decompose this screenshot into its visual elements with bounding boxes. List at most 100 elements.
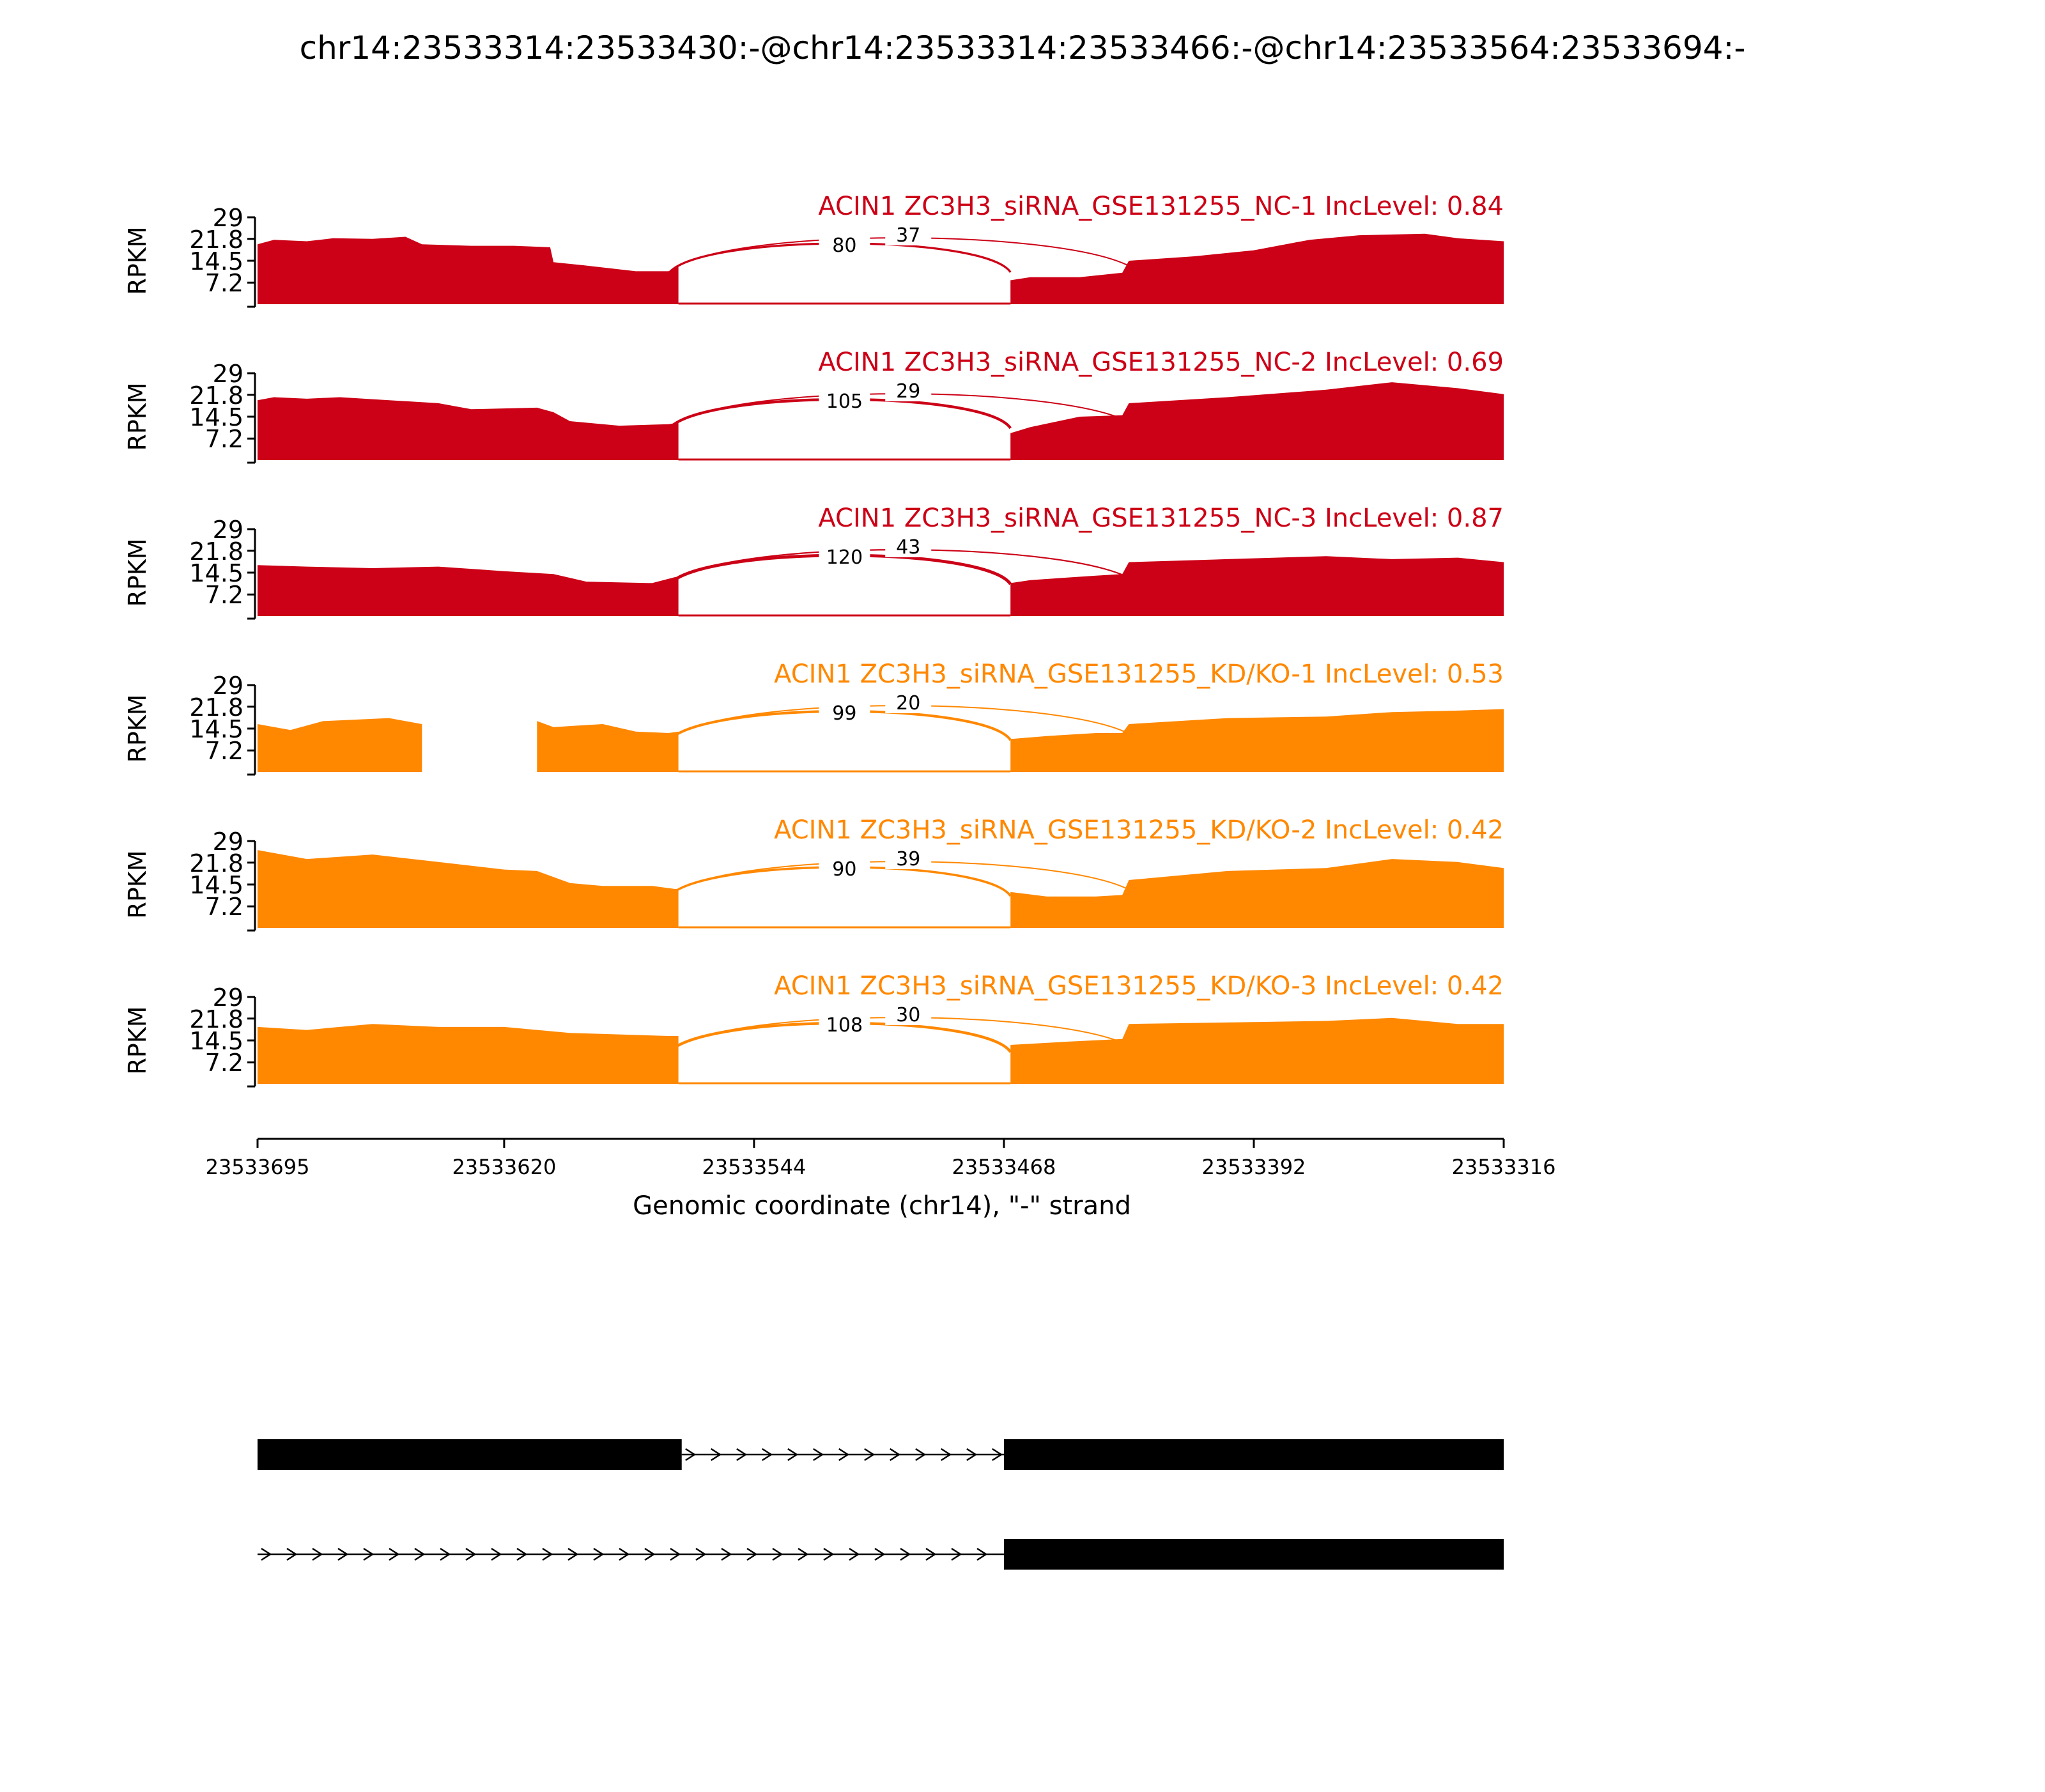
- y-tick-label: 7.2: [205, 269, 243, 297]
- junction-label-bg: [819, 1014, 870, 1037]
- sample-panel: 105 29 ACIN1 ZC3H3_siRNA_GSE131255_NC-2 In…: [123, 348, 1504, 464]
- strand-chevron: [711, 1448, 722, 1462]
- y-tick-label: 7.2: [205, 737, 243, 765]
- strand-chevron: [593, 1547, 605, 1561]
- y-axis-label: RPKM: [123, 382, 151, 451]
- strand-chevron: [864, 1448, 876, 1462]
- strand-chevron: [516, 1547, 528, 1561]
- transcript-model: [258, 1539, 1504, 1570]
- y-tick-label: 7.2: [205, 425, 243, 453]
- coverage-area: [258, 233, 1504, 304]
- strand-chevron: [966, 1448, 978, 1462]
- x-tick-label: 23533468: [952, 1155, 1056, 1179]
- junction-count-label: 29: [896, 380, 920, 403]
- y-tick-label: 14.5: [189, 871, 243, 899]
- y-tick-label: 7.2: [205, 1049, 243, 1077]
- strand-chevron: [890, 1448, 901, 1462]
- junction-count-label: 37: [896, 224, 920, 247]
- x-tick-label: 23533620: [452, 1155, 556, 1179]
- junction-label-bg: [885, 691, 932, 713]
- exon-block: [258, 1439, 682, 1470]
- sample-panel: 108 30 ACIN1 ZC3H3_siRNA_GSE131255_KD/KO-3…: [123, 971, 1504, 1088]
- strand-chevron: [312, 1547, 323, 1561]
- strand-chevron: [746, 1547, 758, 1561]
- junction-label-bg: [819, 858, 870, 881]
- exon-block: [1003, 1439, 1504, 1470]
- y-tick-label: 29: [213, 516, 243, 544]
- strand-chevron: [644, 1547, 656, 1561]
- y-axis-label: RPKM: [123, 538, 151, 606]
- junction-label-bg: [819, 702, 870, 725]
- strand-chevron: [721, 1547, 732, 1561]
- x-axis-label: Genomic coordinate (chr14), "-" strand: [633, 1191, 1131, 1221]
- strand-chevron: [363, 1547, 374, 1561]
- strand-chevron: [813, 1448, 824, 1462]
- junction-label-bg: [819, 390, 870, 413]
- junction-label-bg: [819, 546, 870, 569]
- strand-chevron: [787, 1448, 799, 1462]
- strand-chevron: [261, 1547, 272, 1561]
- y-tick-label: 14.5: [189, 715, 243, 743]
- strand-chevron: [685, 1448, 697, 1462]
- strand-chevron: [951, 1547, 962, 1561]
- strand-chevron: [992, 1448, 1003, 1462]
- junction-count-label: 108: [826, 1014, 863, 1037]
- strand-chevron: [286, 1547, 298, 1561]
- junction-count-label: 80: [832, 235, 856, 257]
- strand-chevron: [849, 1547, 860, 1561]
- strand-chevron: [798, 1547, 809, 1561]
- sample-panel: 80 37 ACIN1 ZC3H3_siRNA_GSE131255_NC-1 Inc…: [123, 192, 1504, 308]
- strand-chevron: [762, 1448, 773, 1462]
- coverage-area: [258, 382, 1504, 460]
- y-tick-label: 7.2: [205, 581, 243, 609]
- junction-count-label: 20: [896, 692, 920, 714]
- sample-title: ACIN1 ZC3H3_siRNA_GSE131255_NC-2 IncLeve…: [818, 348, 1504, 377]
- x-axis: 23533695 23533620 23533544 23533468 23533392…: [206, 1138, 1555, 1179]
- coverage-area: [258, 850, 1504, 928]
- strand-chevron: [465, 1547, 477, 1561]
- y-tick-label: 29: [213, 360, 243, 388]
- strand-chevron: [542, 1547, 553, 1561]
- y-tick-label: 14.5: [189, 1027, 243, 1055]
- strand-chevron: [414, 1547, 426, 1561]
- sample-title: ACIN1 ZC3H3_siRNA_GSE131255_KD/KO-2 IncL…: [774, 815, 1504, 845]
- strand-chevron: [838, 1448, 850, 1462]
- y-axis-label: RPKM: [123, 1006, 151, 1074]
- strand-chevron: [337, 1547, 349, 1561]
- coverage-area: [258, 709, 1504, 772]
- sample-title: ACIN1 ZC3H3_siRNA_GSE131255_KD/KO-1 IncL…: [774, 660, 1504, 689]
- x-tick-label: 23533695: [206, 1155, 310, 1179]
- y-tick-label: 21.8: [189, 1005, 243, 1033]
- x-tick-label: 23533544: [702, 1155, 806, 1179]
- junction-label-bg: [885, 536, 932, 557]
- y-tick-label: 29: [213, 204, 243, 232]
- transcript-track: [258, 1439, 1504, 1570]
- y-tick-label: 21.8: [189, 382, 243, 410]
- junction-count-label: 90: [832, 858, 856, 881]
- strand-chevron: [976, 1547, 988, 1561]
- y-tick-label: 21.8: [189, 537, 243, 566]
- junction-count-label: 30: [896, 1004, 920, 1026]
- coverage-area: [258, 556, 1504, 616]
- figure-title: chr14:23533314:23533430:-@chr14:23533314…: [300, 29, 1746, 66]
- junction-count-label: 39: [896, 848, 920, 870]
- junction-count-label: 120: [826, 546, 863, 569]
- y-axis-label: RPKM: [123, 850, 151, 918]
- sample-panel: 90 39 ACIN1 ZC3H3_siRNA_GSE131255_KD/KO-2 …: [123, 815, 1504, 932]
- strand-chevron: [900, 1547, 911, 1561]
- strand-chevron: [695, 1547, 707, 1561]
- strand-chevron: [491, 1547, 502, 1561]
- x-tick-label: 23533392: [1202, 1155, 1306, 1179]
- y-tick-label: 21.8: [189, 849, 243, 877]
- y-tick-label: 7.2: [205, 893, 243, 921]
- y-tick-label: 14.5: [189, 247, 243, 275]
- strand-chevron: [772, 1547, 783, 1561]
- strand-chevron: [619, 1547, 630, 1561]
- junction-count-label: 43: [896, 536, 920, 559]
- sample-title: ACIN1 ZC3H3_siRNA_GSE131255_KD/KO-3 IncL…: [774, 971, 1504, 1001]
- sample-panel: 99 20 ACIN1 ZC3H3_siRNA_GSE131255_KD/KO-1 …: [123, 660, 1504, 776]
- junction-label-bg: [885, 847, 932, 869]
- junction-label-bg: [885, 380, 932, 401]
